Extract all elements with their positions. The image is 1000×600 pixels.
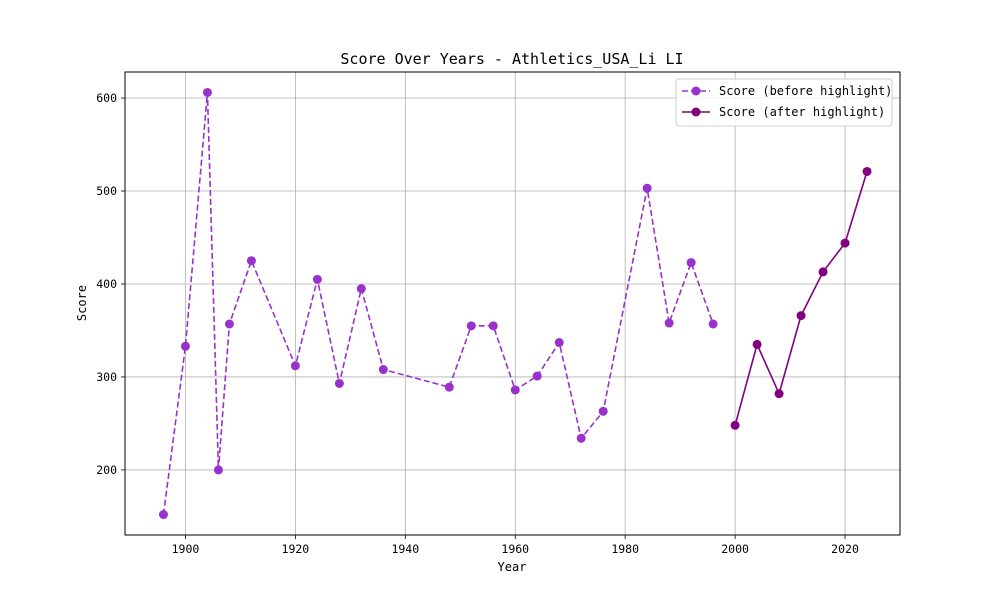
data-point (554, 338, 564, 348)
x-tick-label: 2020 (831, 542, 859, 556)
data-point (224, 319, 234, 329)
legend-box (675, 78, 893, 127)
data-point (796, 311, 806, 321)
data-point (213, 465, 223, 475)
axis-ticks: 1900 1920 1940 1960 1980 2000 2020 200 300 400 500… (96, 91, 859, 556)
data-point (510, 385, 520, 395)
x-axis-label: Year (498, 560, 527, 574)
data-point (642, 183, 652, 193)
data-point (598, 406, 608, 416)
data-point (290, 361, 300, 371)
data-point (488, 321, 498, 331)
data-point (158, 510, 168, 520)
data-point (686, 258, 696, 268)
legend-marker-before (691, 86, 701, 96)
data-point (444, 382, 454, 392)
data-point (378, 365, 388, 375)
y-tick-label: 300 (96, 370, 117, 384)
legend-marker-after (691, 107, 701, 117)
data-point (818, 267, 828, 277)
x-tick-label: 1980 (611, 542, 639, 556)
data-point (466, 321, 476, 331)
series-group (158, 87, 872, 520)
data-point (312, 274, 322, 284)
y-axis-label: Score (75, 285, 89, 321)
data-point (576, 433, 586, 443)
series-line-0 (162, 92, 714, 515)
data-point (246, 256, 256, 266)
x-tick-label: 1940 (391, 542, 419, 556)
legend-label-before: Score (before highlight) (719, 84, 892, 98)
series-line-1 (734, 171, 868, 426)
x-tick-label: 1960 (501, 542, 529, 556)
y-tick-label: 200 (96, 463, 117, 477)
x-tick-label: 1900 (172, 542, 200, 556)
data-point (334, 378, 344, 388)
legend-label-after: Score (after highlight) (719, 105, 885, 119)
chart-title: Score Over Years - Athletics_USA_Li LI (340, 50, 683, 68)
data-point (532, 371, 542, 381)
plot-frame (124, 71, 901, 536)
data-point (730, 420, 740, 430)
legend: Score (before highlight) Score (after hi… (675, 78, 893, 127)
data-point (752, 339, 762, 349)
y-tick-label: 500 (96, 184, 117, 198)
y-tick-label: 400 (96, 277, 117, 291)
x-tick-label: 2000 (721, 542, 749, 556)
data-point (774, 389, 784, 399)
grid (125, 72, 900, 535)
data-point (708, 319, 718, 329)
data-point (202, 87, 212, 97)
data-point (356, 284, 366, 294)
data-point (180, 341, 190, 351)
y-tick-label: 600 (96, 91, 117, 105)
x-tick-label: 1920 (282, 542, 310, 556)
data-point (664, 318, 674, 328)
data-point (862, 166, 872, 176)
data-point (840, 238, 850, 248)
